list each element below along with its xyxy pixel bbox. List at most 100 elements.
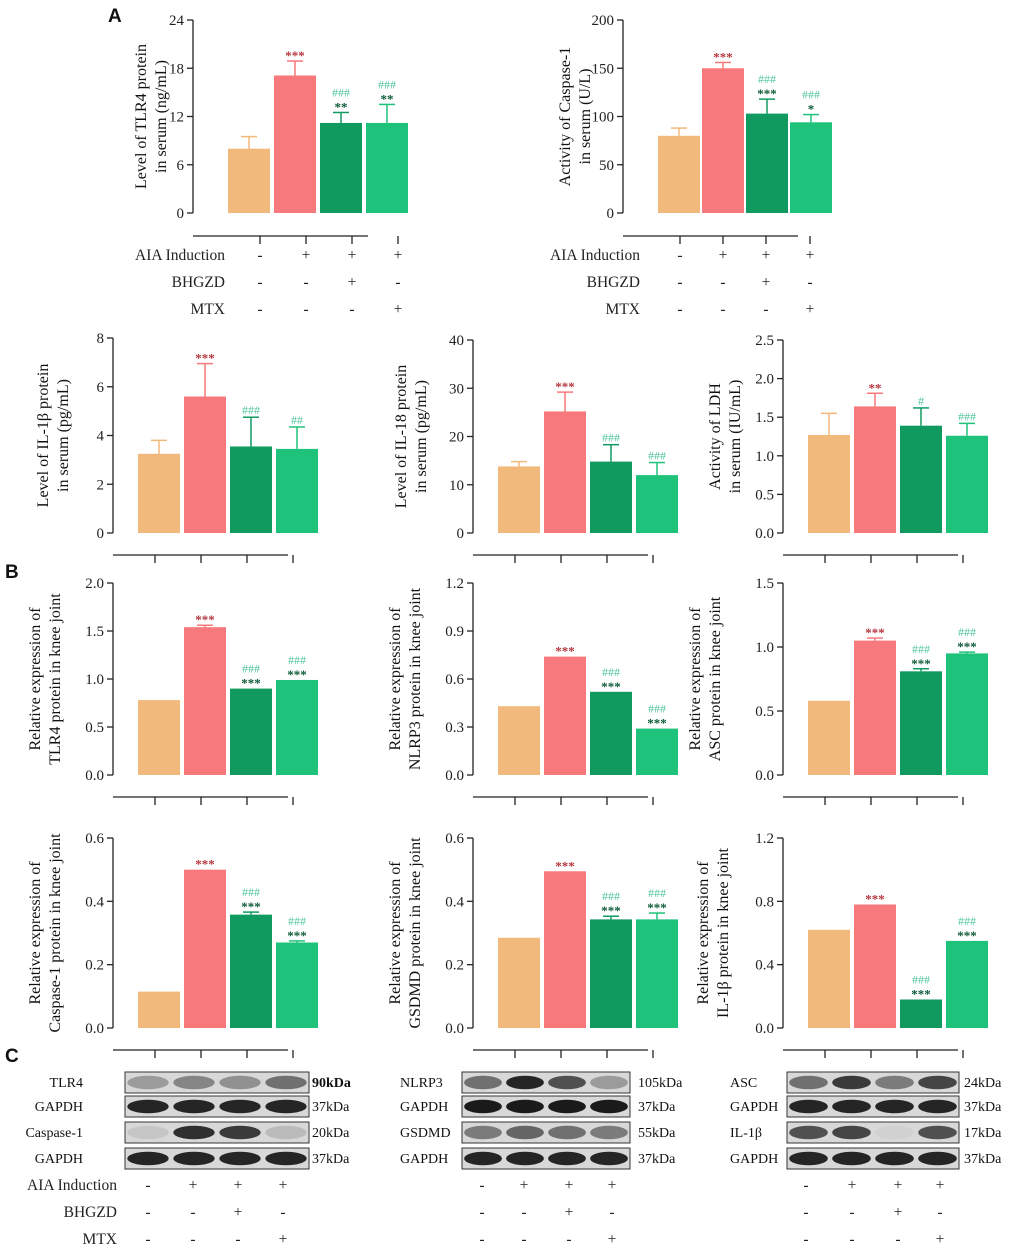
significance-stars: ***	[957, 928, 977, 943]
condition-value: +	[565, 1204, 574, 1221]
y-tick-label: 1.0	[85, 672, 104, 688]
y-axis-label-line1: Relative expression of	[695, 861, 712, 1005]
blot-protein-label: NLRP3	[400, 1076, 443, 1091]
significance-stars: ***	[865, 625, 885, 640]
condition-value: -	[303, 301, 308, 318]
significance-stars: ***	[285, 48, 305, 63]
panel-label-c: C	[5, 1046, 19, 1067]
y-tick-label: 0.5	[85, 720, 104, 736]
blot-band	[918, 1075, 957, 1090]
y-axis-label-line2: Caspase-1 protein in knee joint	[47, 833, 64, 1033]
chart-gsdmd-knee: 0.0 0.2 0.4 0.6 Relative expression of GSDMD …	[387, 831, 678, 1058]
y-tick-label: 24	[169, 13, 185, 29]
condition-value: +	[806, 247, 815, 264]
y-tick-label: 0.4	[85, 894, 104, 910]
blot-strip	[786, 1071, 960, 1094]
significance-hashes: ###	[602, 431, 620, 445]
condition-value: +	[608, 1177, 617, 1194]
significance-hashes: ###	[242, 885, 260, 899]
bar-il1b-serum-2	[230, 446, 272, 533]
bar-ldh-serum-2	[900, 425, 942, 533]
blot-band	[832, 1125, 871, 1140]
bar-ldh-serum-3	[946, 435, 988, 533]
bar-gsdmd-knee-3	[636, 919, 678, 1028]
bar-caspase1-knee-3	[276, 942, 318, 1028]
condition-label: AIA Induction	[550, 247, 640, 264]
blot-band	[464, 1075, 502, 1090]
y-tick-label: 0.4	[445, 894, 464, 910]
blot-band	[464, 1151, 502, 1166]
significance-stars: ***	[555, 379, 575, 394]
blot-strip	[786, 1095, 960, 1118]
blot-strip	[786, 1147, 960, 1170]
blot-kda-label: 55kDa	[638, 1126, 676, 1141]
blot-band	[265, 1125, 307, 1140]
blot-band	[173, 1125, 215, 1140]
y-tick-label: 4	[97, 429, 105, 445]
bar-tlr4-knee-2	[230, 688, 272, 775]
blot-band	[127, 1099, 169, 1114]
condition-value: -	[280, 1204, 285, 1221]
significance-stars: ***	[555, 644, 575, 659]
bar-nlrp3-knee-3	[636, 728, 678, 775]
condition-value: +	[762, 247, 771, 264]
chart-il1b-serum: 0 2 4 6 8 Level of IL-1β protein in serum (pg/…	[35, 331, 318, 563]
condition-value: +	[762, 274, 771, 291]
chart-asc-knee: 0.0 0.5 1.0 1.5 Relative expression of ASC pr…	[687, 576, 988, 805]
chart-caspase1-serum: 0 50 100 150 200 Activity of Caspase-1 in seru…	[557, 13, 832, 244]
blot-band	[590, 1075, 628, 1090]
bar-il1b-serum-1	[184, 396, 226, 533]
condition-value: -	[937, 1204, 942, 1221]
blot-protein-label: ASC	[730, 1076, 757, 1091]
blot-band	[789, 1151, 828, 1166]
condition-value: +	[565, 1177, 574, 1194]
significance-stars: ***	[195, 612, 215, 627]
bar-tlr4-serum-0	[228, 148, 270, 213]
y-tick-label: 0.8	[755, 894, 774, 910]
y-axis-label-line2: in serum (pg/mL)	[55, 379, 72, 492]
condition-value: -	[566, 1231, 571, 1248]
bar-il18-serum-1	[544, 411, 586, 533]
y-tick-label: 12	[169, 110, 184, 126]
significance-hashes: ###	[912, 973, 930, 987]
significance-stars: ***	[601, 679, 621, 694]
bar-il18-serum-3	[636, 475, 678, 533]
blot-kda-label: 37kDa	[964, 1152, 1002, 1167]
y-tick-label: 1.5	[755, 410, 774, 426]
chart-nlrp3-knee: 0.0 0.3 0.6 0.9 1.2 Relative expression of NLR…	[387, 576, 678, 805]
blot-band	[219, 1075, 261, 1090]
condition-value: -	[395, 274, 400, 291]
blot-protein-label: GAPDH	[400, 1152, 448, 1167]
blot-band	[127, 1125, 169, 1140]
chart-caspase1-knee: 0.0 0.2 0.4 0.6 Relative expression of Caspas…	[27, 831, 318, 1058]
blot-protein-label: GAPDH	[400, 1100, 448, 1115]
significance-hashes: ###	[242, 662, 260, 676]
blot-protein-label: GAPDH	[730, 1100, 778, 1115]
y-axis-label-line1: Relative expression of	[27, 861, 44, 1005]
significance-stars: ***	[957, 639, 977, 654]
blot-band	[219, 1099, 261, 1114]
bar-caspase1-serum-1	[702, 68, 744, 213]
condition-value: -	[235, 1231, 240, 1248]
bar-asc-knee-3	[946, 653, 988, 775]
condition-value: -	[145, 1204, 150, 1221]
significance-stars: ***	[647, 716, 667, 731]
y-axis-label-line1: Relative expression of	[387, 861, 404, 1005]
significance-hashes: ###	[958, 914, 976, 928]
chart-ldh-serum: 0.0 0.5 1.0 1.5 2.0 2.5 Activity of LDH in seru…	[707, 333, 988, 563]
condition-table-2: AIA Induction - + + + BHGZD - - + - MTX - - - +	[27, 1177, 287, 1248]
blot-protein-label: GAPDH	[35, 1152, 83, 1167]
condition-value: +	[894, 1204, 903, 1221]
condition-value: -	[257, 274, 262, 291]
chart-tlr4-serum: 0 6 12 18 24 Level of TLR4 protein in serum (n…	[133, 13, 408, 244]
y-axis-label-line1: Relative expression of	[687, 607, 704, 751]
significance-stars: **	[869, 380, 882, 395]
significance-stars: **	[335, 99, 348, 114]
blot-band	[832, 1151, 871, 1166]
y-tick-label: 0.9	[445, 624, 464, 640]
panel-label-b: B	[5, 562, 19, 583]
y-tick-label: 2.5	[755, 333, 774, 349]
blot-kda-label: 37kDa	[312, 1100, 350, 1115]
blot-strip	[461, 1147, 631, 1170]
y-axis-label-line1: Level of TLR4 protein	[133, 44, 150, 189]
